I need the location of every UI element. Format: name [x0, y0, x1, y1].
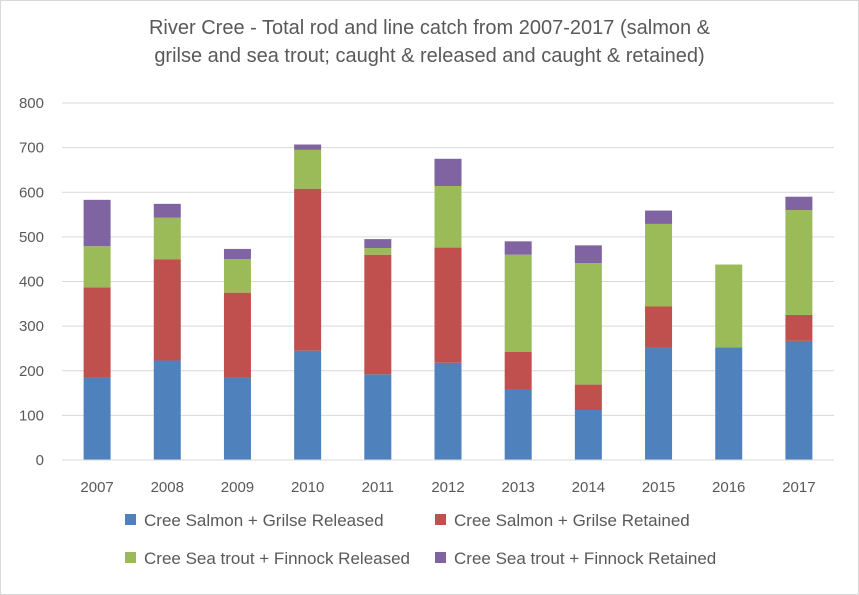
bar-2015-series-2 [645, 306, 673, 348]
bar-2007-series-1 [83, 377, 111, 460]
axes: 0 100 200 300 400 500 600 700 800 2007 2008 2009 201… [19, 95, 834, 496]
y-tick-label: 100 [19, 407, 44, 424]
bar-2008-series-4 [153, 203, 181, 218]
y-tick-label: 0 [36, 452, 44, 469]
bar-2015-series-3 [645, 223, 673, 307]
legend-swatch-1 [125, 514, 136, 525]
bar-2008-series-2 [153, 259, 181, 361]
bar-2007-series-4 [83, 199, 111, 247]
bar-2014-series-3 [574, 263, 602, 385]
bar-2013-series-3 [504, 254, 532, 353]
bar-2016-series-1 [715, 347, 743, 460]
y-tick-label: 800 [19, 95, 44, 112]
x-tick-label: 2007 [80, 479, 113, 496]
legend-swatch-3 [125, 552, 136, 563]
legend-swatch-4 [435, 552, 446, 563]
bar-2016-series-3 [715, 264, 743, 348]
y-tick-label: 500 [19, 229, 44, 246]
bar-2011-series-2 [364, 254, 392, 375]
bar-2012-series-2 [434, 247, 462, 363]
chart-title-line-1: River Cree - Total rod and line catch fr… [148, 17, 710, 39]
bar-2014-series-2 [574, 384, 602, 411]
y-tick-label: 200 [19, 363, 44, 380]
x-tick-label: 2011 [362, 479, 394, 496]
legend-label-1: Cree Salmon + Grilse Released [144, 511, 384, 530]
x-tick-label: 2008 [151, 479, 184, 496]
chart-title: River Cree - Total rod and line catch fr… [0, 14, 859, 70]
bar-2009-series-2 [223, 292, 251, 378]
bar-2009-series-3 [223, 259, 251, 293]
bar-2013-series-4 [504, 241, 532, 255]
x-tick-label: 2015 [642, 479, 675, 496]
bar-2010-series-3 [294, 149, 322, 189]
bar-2009-series-1 [223, 377, 251, 460]
legend: Cree Salmon + Grilse Released Cree Salmon… [125, 511, 716, 568]
x-tick-label: 2009 [221, 479, 254, 496]
x-tick-label: 2013 [501, 479, 534, 496]
bar-2015-series-1 [645, 347, 673, 460]
x-tick-label: 2010 [291, 479, 324, 496]
bar-2011-series-3 [364, 248, 392, 255]
bar-2012-series-1 [434, 362, 462, 460]
bar-2012-series-4 [434, 158, 462, 187]
bar-2015-series-4 [645, 210, 673, 224]
bar-2012-series-3 [434, 186, 462, 248]
x-tick-label: 2012 [431, 479, 464, 496]
bar-2014-series-4 [574, 245, 602, 264]
legend-swatch-2 [435, 514, 446, 525]
bars [83, 144, 813, 460]
chart-title-line-2: grilse and sea trout; caught & released … [154, 45, 705, 67]
y-tick-label: 600 [19, 184, 44, 201]
y-tick-label: 300 [19, 318, 44, 335]
legend-label-3: Cree Sea trout + Finnock Released [144, 549, 410, 568]
bar-2010-series-1 [294, 350, 322, 460]
bar-2017-series-1 [785, 340, 813, 460]
x-tick-label: 2016 [712, 479, 745, 496]
bar-2011-series-4 [364, 239, 392, 249]
bar-2013-series-2 [504, 352, 532, 390]
legend-label-2: Cree Salmon + Grilse Retained [454, 511, 690, 530]
bar-2008-series-1 [153, 360, 181, 460]
x-tick-label: 2017 [782, 479, 815, 496]
y-tick-label: 700 [19, 140, 44, 157]
bar-2010-series-2 [294, 188, 322, 351]
bar-2009-series-4 [223, 248, 251, 260]
bar-2007-series-2 [83, 287, 111, 378]
x-tick-label: 2014 [572, 479, 605, 496]
bar-2017-series-3 [785, 210, 813, 315]
bar-2011-series-1 [364, 374, 392, 460]
bar-2017-series-2 [785, 314, 813, 341]
bar-2014-series-1 [574, 410, 602, 460]
bar-2010-series-4 [294, 144, 322, 150]
bar-2013-series-1 [504, 389, 532, 460]
y-tick-label: 400 [19, 274, 44, 291]
legend-label-4: Cree Sea trout + Finnock Retained [454, 549, 716, 568]
bar-2007-series-3 [83, 246, 111, 288]
bar-2017-series-4 [785, 196, 813, 211]
bar-2008-series-3 [153, 217, 181, 260]
